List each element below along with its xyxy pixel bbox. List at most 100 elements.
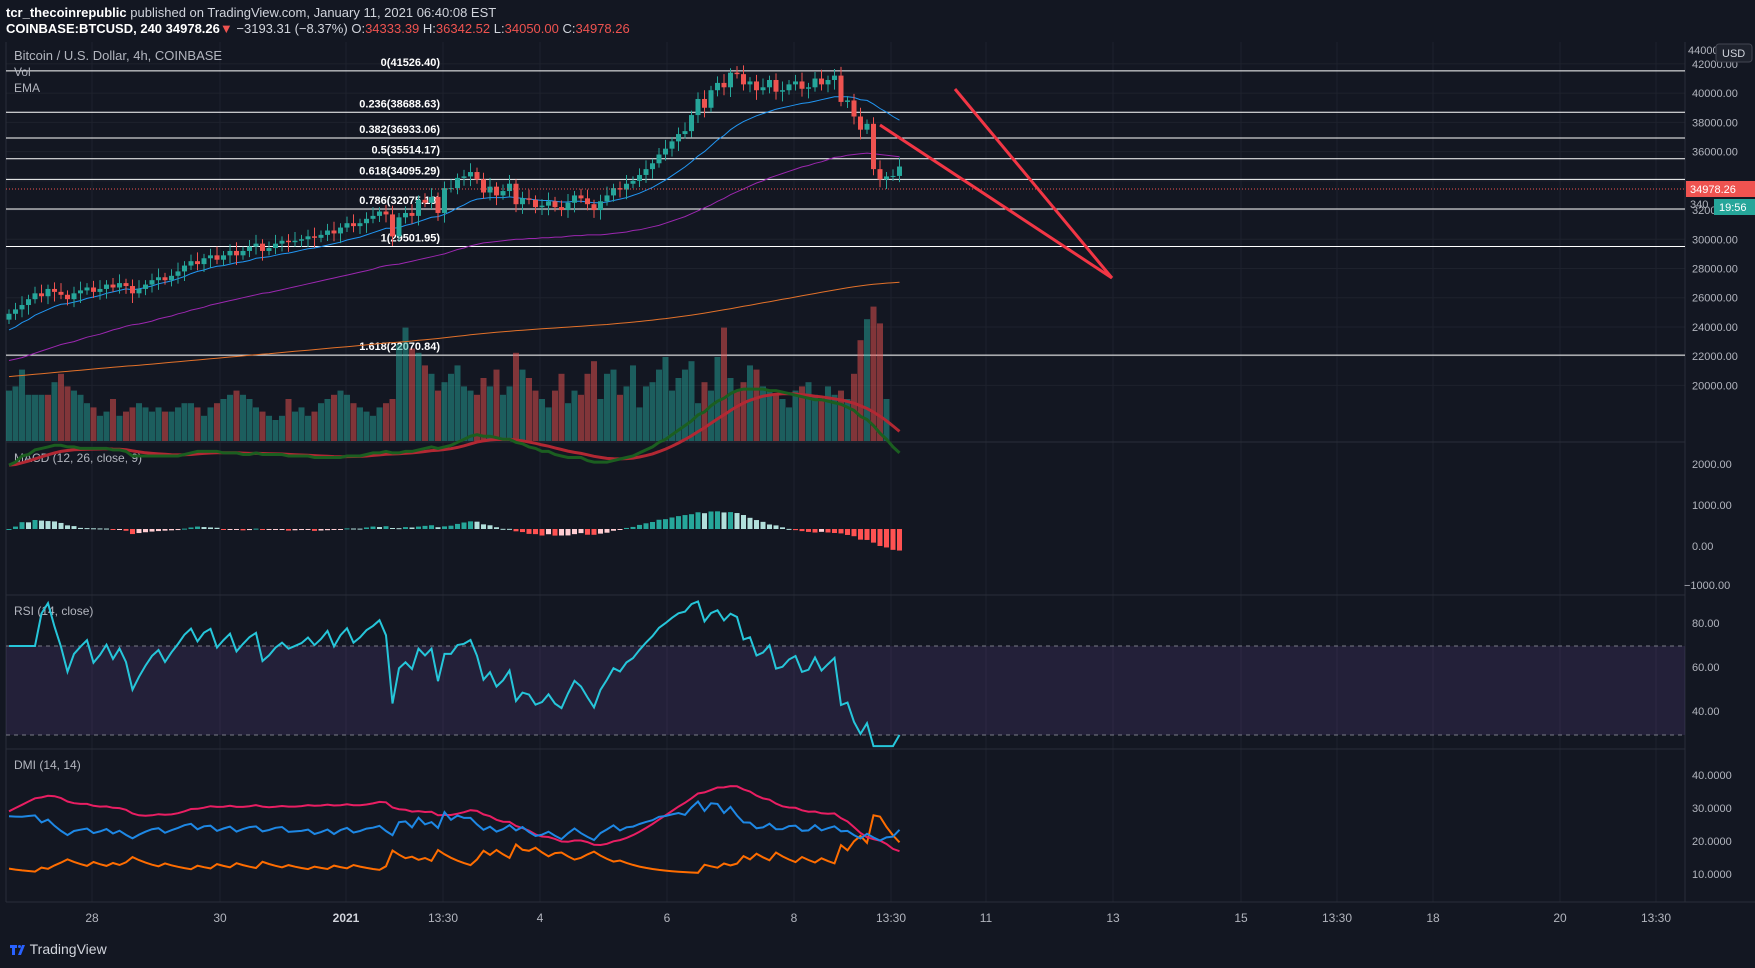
macd-histogram-bar [643, 523, 649, 529]
candle-body [344, 223, 350, 228]
volume-bar [779, 399, 786, 441]
time-axis[interactable]: 28 30 2021 13:30 4 6 8 13:30 11 13 15 13:30 18 20 13:3… [85, 911, 1671, 925]
volume-bar [675, 378, 682, 441]
pane-separators [5, 42, 1755, 903]
macd-histogram-bar [546, 529, 551, 535]
candle-body [487, 186, 493, 193]
macd-histogram-bar [799, 529, 805, 532]
candle-body [812, 78, 818, 88]
volume-bar [597, 399, 604, 441]
currency-badge[interactable] [1715, 43, 1753, 63]
candle-body [71, 293, 77, 300]
price-axis[interactable]: 42000.0040000.0038000.0036000.0032000.00… [1692, 59, 1738, 392]
candle-body [19, 305, 25, 310]
macd-histogram-bar [884, 529, 889, 548]
last-price-tag-value: 34978.26 [1690, 184, 1736, 196]
macd-histogram-bar [468, 521, 473, 529]
macd-histogram-bar [383, 526, 389, 529]
volume-bar [116, 415, 123, 441]
candle-body [318, 234, 324, 238]
macd-histogram-bar [864, 529, 870, 540]
volume-bar [279, 415, 285, 441]
high-value: 36342.52 [435, 21, 491, 36]
candle-body [630, 180, 636, 184]
macd-histogram-bar [741, 515, 746, 529]
author-name[interactable]: tcr_thecoinrepublic [6, 5, 127, 20]
candle-body [832, 75, 837, 80]
candle-body [364, 218, 369, 224]
volume-bar [376, 407, 383, 441]
volume-bar [623, 386, 630, 441]
macd-histogram-bar [357, 528, 363, 530]
volume-bar [194, 407, 201, 441]
time-tick: 13:30 [1641, 911, 1671, 925]
falling-wedge-drawing[interactable] [879, 88, 1114, 280]
macd-histogram-bar [442, 526, 447, 529]
legend-ema[interactable]: EMA [14, 81, 40, 95]
candle-body [117, 283, 122, 288]
rsi-label[interactable]: RSI (14, close) [14, 604, 93, 618]
legend-vol[interactable]: Vol [14, 65, 31, 79]
price-tick: 28000.00 [1692, 263, 1738, 275]
macd-histogram-bar [825, 529, 831, 533]
candle-body [305, 236, 311, 240]
macd-histogram-bar [182, 528, 187, 530]
volume-bar [682, 369, 688, 441]
macd-histogram-bar [520, 529, 525, 533]
chart-canvas[interactable]: 0(41526.40) 0.236(38688.63) 0.382(36933.06… [0, 42, 1755, 930]
candle-body [507, 183, 512, 192]
dmi-label[interactable]: DMI (14, 14) [14, 758, 81, 772]
candle-body [169, 275, 174, 281]
open-value: 34333.39 [365, 21, 420, 36]
candle-body [383, 211, 389, 215]
volume-bar [467, 390, 474, 441]
volume-bar [519, 369, 526, 441]
macd-histogram-bar [604, 529, 610, 533]
volume-bar [162, 411, 168, 441]
candle-body [442, 188, 447, 213]
volume-bar [415, 352, 422, 441]
macd-histogram-bar [760, 521, 766, 529]
candle-body [279, 240, 285, 244]
close-value: 34978.26 [575, 21, 630, 36]
candle-body [702, 98, 707, 108]
macd-histogram-bar [344, 528, 350, 530]
macd-histogram-bar [500, 528, 506, 530]
candle-body [104, 284, 109, 289]
volume-bar [857, 340, 864, 441]
macd-histogram-bar [448, 525, 454, 529]
macd-histogram-bar [526, 529, 532, 534]
candle-body [247, 246, 252, 251]
macd-histogram-bar [617, 529, 623, 530]
fibonacci-retracement[interactable]: 0(41526.40) 0.236(38688.63) 0.382(36933.06… [6, 57, 1685, 356]
candle-body [637, 174, 642, 181]
symbol-label[interactable]: COINBASE:BTCUSD, 240 [6, 21, 163, 36]
macd-histogram-bar [123, 529, 129, 531]
currency-label[interactable]: USD [1722, 48, 1745, 60]
macd-histogram-bar [234, 529, 239, 530]
time-tick: 20 [1553, 911, 1567, 925]
candle-body [689, 115, 694, 132]
volume-bar [45, 394, 51, 441]
candle-body [578, 195, 584, 199]
volume-bar [753, 369, 760, 441]
volume-bar [51, 382, 58, 441]
candle-body [786, 84, 792, 91]
volume-bar [97, 415, 103, 441]
rsi-tick: 80.00 [1692, 618, 1720, 630]
time-tick: 15 [1234, 911, 1248, 925]
candle-body [851, 100, 857, 117]
volume-bar [825, 386, 831, 441]
time-tick: 8 [791, 911, 798, 925]
macd-histogram-bar [149, 529, 155, 532]
macd-histogram-bar [58, 522, 64, 529]
macd-histogram-bar [513, 529, 519, 532]
fib-level-label: 0.5(35514.17) [372, 145, 441, 157]
macd-histogram-bar [591, 529, 597, 535]
tradingview-logo[interactable]: TradingView [10, 941, 107, 957]
volume-bar [714, 357, 721, 441]
volume-bar [636, 407, 643, 441]
candle-body [611, 188, 616, 196]
rsi-line [9, 600, 901, 748]
volume-bar [155, 407, 162, 441]
